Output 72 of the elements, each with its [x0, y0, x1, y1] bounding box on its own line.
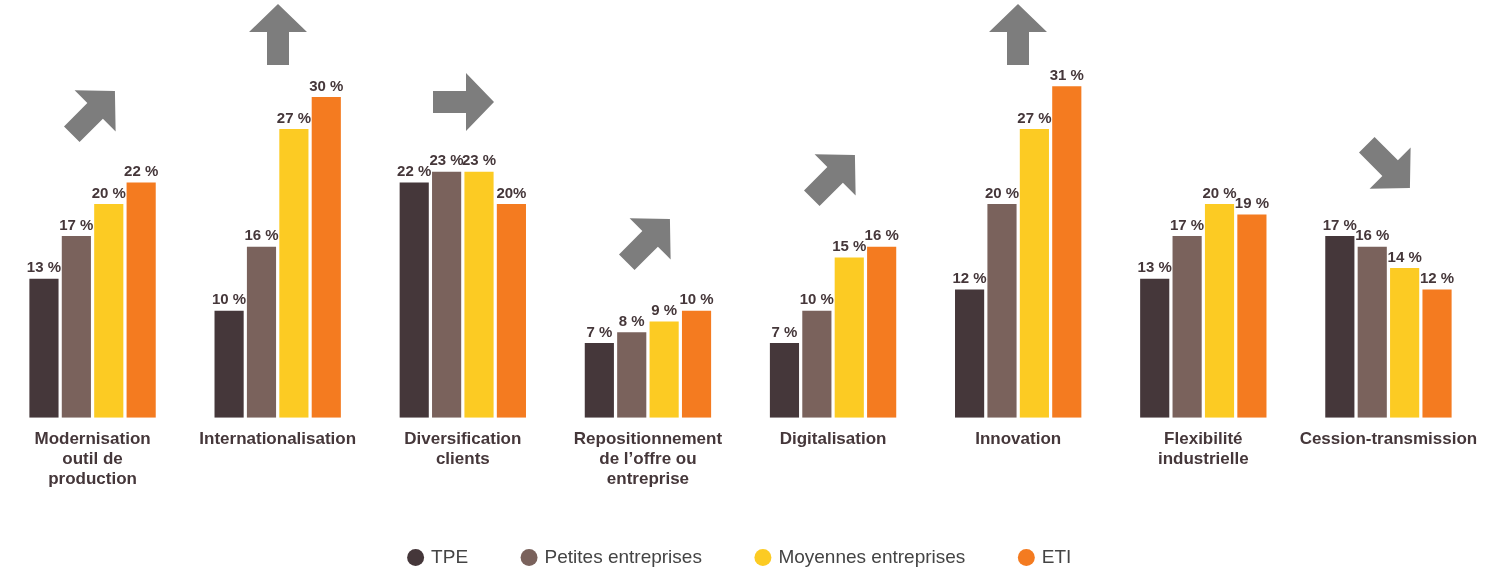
data-label: 30 %	[309, 76, 344, 94]
data-label: 20%	[496, 183, 527, 201]
legend-label: Moyennes entreprises	[778, 545, 966, 567]
data-label: 17 %	[59, 215, 94, 233]
data-label: 14 %	[1387, 247, 1422, 265]
legend-label: ETI	[1041, 545, 1072, 567]
bar	[681, 310, 712, 418]
data-label: 12 %	[1419, 269, 1455, 287]
x-tick-label: Innovation	[975, 428, 1062, 448]
x-tick-label: Digitalisation	[779, 428, 887, 448]
bar	[1237, 214, 1267, 418]
data-label: 27 %	[276, 108, 311, 126]
legend-label: TPE	[431, 545, 469, 567]
bar	[464, 171, 494, 418]
bar	[834, 257, 864, 418]
bar	[399, 182, 429, 418]
x-tick-label: Cession-transmission	[1299, 428, 1478, 448]
data-label: 12 %	[952, 269, 987, 287]
bar	[584, 342, 614, 418]
bar	[126, 182, 156, 418]
data-label: 23 %	[461, 151, 497, 169]
data-label: 13 %	[26, 258, 62, 276]
bar	[214, 310, 244, 418]
bar	[1052, 86, 1082, 418]
bar	[1204, 203, 1235, 418]
bar	[311, 96, 341, 418]
bar	[496, 203, 526, 418]
x-tick-label: Modernisation outil de production	[34, 428, 151, 489]
bar	[1019, 129, 1049, 418]
data-label: 20 %	[91, 183, 126, 201]
bar	[867, 246, 897, 418]
bar	[246, 246, 277, 418]
data-label: 16 %	[864, 226, 899, 244]
data-label: 17 %	[1170, 215, 1205, 233]
bar	[955, 289, 985, 418]
x-tick-label: Diversification clients	[404, 428, 522, 469]
x-tick-label: Flexibilité industrielle	[1157, 428, 1249, 469]
bar	[1140, 278, 1170, 418]
data-label: 13 %	[1137, 258, 1172, 276]
x-tick-label: Internationalisation	[199, 428, 357, 448]
bar	[649, 321, 679, 418]
bar	[432, 171, 462, 418]
data-label: 31 %	[1049, 65, 1084, 83]
bar	[1172, 235, 1202, 418]
data-label: 23 %	[429, 151, 464, 169]
bar	[987, 203, 1017, 418]
data-label: 7 %	[586, 322, 613, 340]
data-label: 9 %	[651, 301, 678, 319]
legend-label: Petites entreprises	[544, 545, 702, 567]
data-label: 16 %	[244, 226, 279, 244]
data-label: 10 %	[211, 290, 247, 308]
data-label: 8 %	[618, 311, 645, 329]
bar	[802, 310, 832, 418]
data-label: 7 %	[771, 322, 798, 340]
bar	[1422, 289, 1452, 418]
bar	[1357, 246, 1387, 418]
data-label: 17 %	[1322, 215, 1357, 233]
data-label: 27 %	[1017, 108, 1052, 126]
bar	[1325, 235, 1355, 418]
bar	[279, 129, 309, 418]
data-label: 20 %	[1202, 183, 1237, 201]
bar	[94, 203, 124, 418]
bar	[1390, 268, 1420, 418]
bar	[617, 332, 647, 418]
data-label: 20 %	[984, 183, 1020, 201]
bar	[769, 342, 800, 418]
bar	[61, 235, 91, 418]
x-tick-label: Repositionnement de l’offre ou entreprise	[573, 428, 723, 489]
data-label: 10 %	[799, 290, 834, 308]
data-label: 10 %	[679, 290, 714, 308]
data-label: 22 %	[124, 162, 159, 180]
bar	[29, 278, 59, 418]
